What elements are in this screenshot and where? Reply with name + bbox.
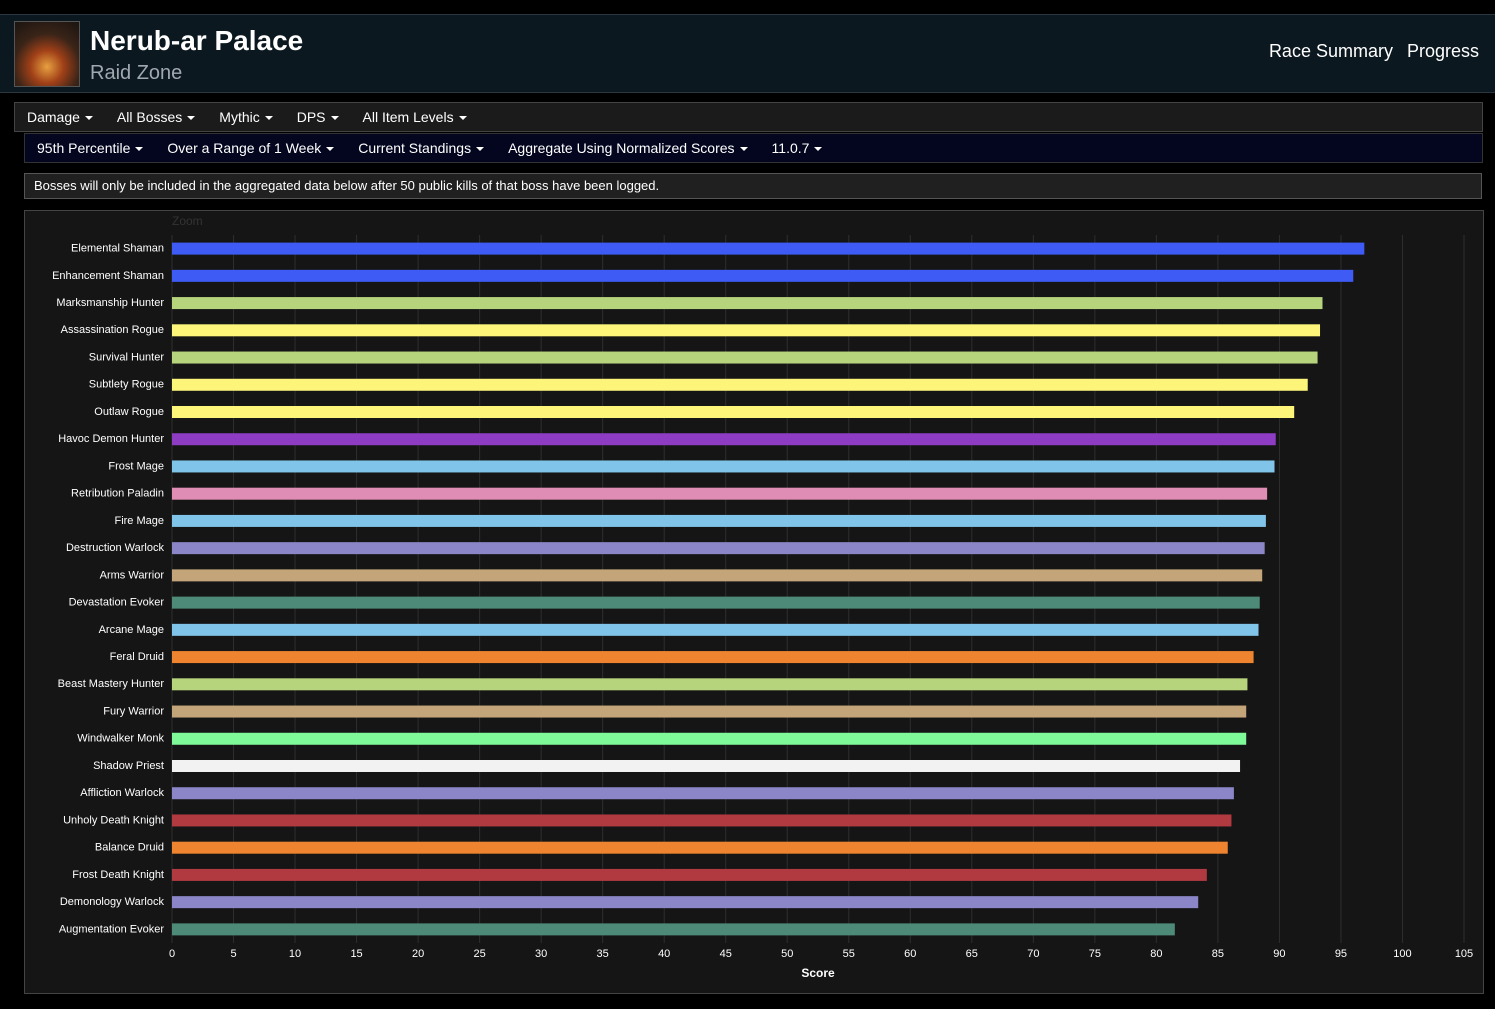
x-tick-label: 80 [1150,948,1162,960]
y-tick-label: Survival Hunter [89,351,165,363]
bar [172,596,1260,609]
bar [172,678,1248,691]
y-tick-label: Destruction Warlock [66,542,165,554]
x-tick-label: 105 [1455,948,1473,960]
filter-dropdown[interactable]: DPS [285,109,351,125]
y-tick-label: Marksmanship Hunter [56,297,164,309]
zone-icon [14,21,80,87]
y-tick-label: Unholy Death Knight [63,814,164,826]
bar [172,406,1295,418]
y-tick-label: Fury Warrior [103,705,164,717]
option-dropdown[interactable]: Current Standings [346,140,496,156]
header-link[interactable]: Race Summary [1268,41,1393,61]
y-tick-label: Devastation Evoker [69,597,165,609]
bar [172,705,1247,718]
x-tick-label: 95 [1335,948,1347,960]
chart: Zoom 0 5 10 15 20 25 30 35 40 45 50 55 60 65 70 75 80 85 90… [52,214,1473,980]
x-tick-label: 60 [904,948,916,960]
y-tick-label: Havoc Demon Hunter [58,433,164,445]
y-tick-label: Assassination Rogue [61,324,164,336]
y-tick-label: Beast Mastery Hunter [58,678,165,690]
y-tick-label: Feral Druid [110,651,164,663]
y-tick-label: Enhancement Shaman [52,270,164,282]
bar [172,896,1199,909]
y-tick-label: Subtlety Rogue [89,379,164,391]
bar [172,569,1263,582]
header: Nerub-ar Palace Raid Zone Race Summary Pr… [0,14,1495,93]
y-tick-label: Balance Druid [95,842,164,854]
bar [172,378,1308,391]
header-links: Race Summary Progress [1269,41,1479,62]
x-tick-label: 0 [169,948,175,960]
y-tick-label: Retribution Paladin [71,488,164,500]
x-tick-label: 20 [412,948,424,960]
bar [172,732,1247,745]
x-tick-label: 25 [473,948,485,960]
bar [172,841,1228,854]
bar [172,514,1266,527]
bar [172,460,1275,473]
option-dropdown[interactable]: 11.0.7 [760,140,835,156]
filter-dropdown[interactable]: All Bosses [105,109,207,125]
y-tick-label: Arms Warrior [100,569,165,581]
x-tick-label: 75 [1089,948,1101,960]
x-tick-label: 90 [1273,948,1285,960]
zone-title: Nerub-ar Palace [90,25,304,56]
x-tick-label: 30 [535,948,547,960]
x-tick-label: 100 [1393,948,1411,960]
bar [172,787,1234,800]
x-tick-label: 15 [350,948,362,960]
bar [172,814,1232,827]
filter-dropdown[interactable]: All Item Levels [351,109,479,125]
y-tick-label: Elemental Shaman [71,243,164,255]
x-tick-label: 10 [289,948,301,960]
options-bar: 95th Percentile Over a Range of 1 Week Cur… [24,133,1483,163]
option-dropdown[interactable]: Over a Range of 1 Week [155,140,346,156]
chart-panel: Zoom 0 5 10 15 20 25 30 35 40 45 50 55 60 65 70 75 80 85 90… [24,210,1484,994]
x-tick-label: 45 [720,948,732,960]
filter-dropdown[interactable]: Mythic [207,109,284,125]
y-tick-label: Shadow Priest [93,760,164,772]
x-tick-label: 70 [1027,948,1039,960]
x-tick-label: 50 [781,948,793,960]
y-tick-label: Arcane Mage [99,624,164,636]
y-tick-label: Frost Mage [108,460,164,472]
notice: Bosses will only be included in the aggr… [24,173,1482,199]
bar [172,868,1207,881]
bar [172,242,1365,255]
x-tick-label: 55 [843,948,855,960]
bar [172,297,1323,310]
y-tick-label: Augmentation Evoker [59,923,165,935]
zone-subtitle: Raid Zone [90,62,183,84]
bar [172,623,1259,636]
y-tick-label: Windwalker Monk [77,733,164,745]
filter-bar: Damage All Bosses Mythic DPS All Item Levels [14,102,1483,132]
option-dropdown[interactable]: Aggregate Using Normalized Scores [496,140,759,156]
filter-dropdown[interactable]: Damage [15,109,105,125]
x-tick-label: 40 [658,948,670,960]
x-tick-label: 5 [230,948,236,960]
bar [172,487,1268,500]
header-link[interactable]: Progress [1406,41,1479,61]
y-tick-label: Fire Mage [114,515,164,527]
bar [172,324,1321,337]
bar [172,651,1254,664]
y-tick-label: Demonology Warlock [60,896,165,908]
x-tick-label: 85 [1212,948,1224,960]
bar [172,923,1175,936]
x-tick-label: 35 [597,948,609,960]
bar [172,351,1318,364]
x-tick-label: 65 [966,948,978,960]
option-dropdown[interactable]: 95th Percentile [25,140,155,156]
bar [172,760,1241,772]
y-tick-label: Frost Death Knight [72,869,164,881]
x-axis-title: Score [801,966,835,980]
bar [172,269,1354,282]
y-tick-label: Outlaw Rogue [94,406,164,418]
bar [172,433,1276,446]
zoom-button: Zoom [172,214,203,228]
bar [172,542,1265,555]
y-tick-label: Affliction Warlock [80,787,164,799]
